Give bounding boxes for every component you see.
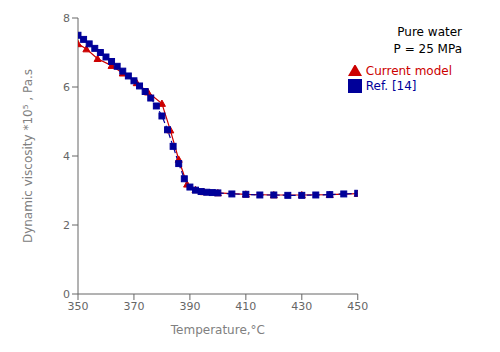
svg-text:430: 430 (291, 300, 312, 313)
svg-text:6: 6 (63, 81, 70, 94)
svg-text:370: 370 (123, 300, 144, 313)
svg-text:2: 2 (63, 219, 70, 232)
svg-text:0: 0 (63, 288, 70, 301)
svg-text:350: 350 (68, 300, 89, 313)
svg-text:Temperature,°C: Temperature,°C (170, 323, 265, 337)
svg-text:Dynamic viscosity *10⁵ , Pa.s: Dynamic viscosity *10⁵ , Pa.s (21, 69, 35, 243)
svg-text:450: 450 (347, 300, 368, 313)
svg-text:410: 410 (235, 300, 256, 313)
html-text:P = 25 MPa: P = 25 MPa (393, 42, 462, 56)
html-text:Ref. [14]: Ref. [14] (365, 78, 417, 93)
svg-text:390: 390 (179, 300, 200, 313)
html-text:Current model: Current model (365, 64, 452, 78)
svg-text:4: 4 (63, 150, 70, 163)
svg-text:8: 8 (63, 12, 70, 25)
html-text:Pure water: Pure water (397, 25, 462, 39)
